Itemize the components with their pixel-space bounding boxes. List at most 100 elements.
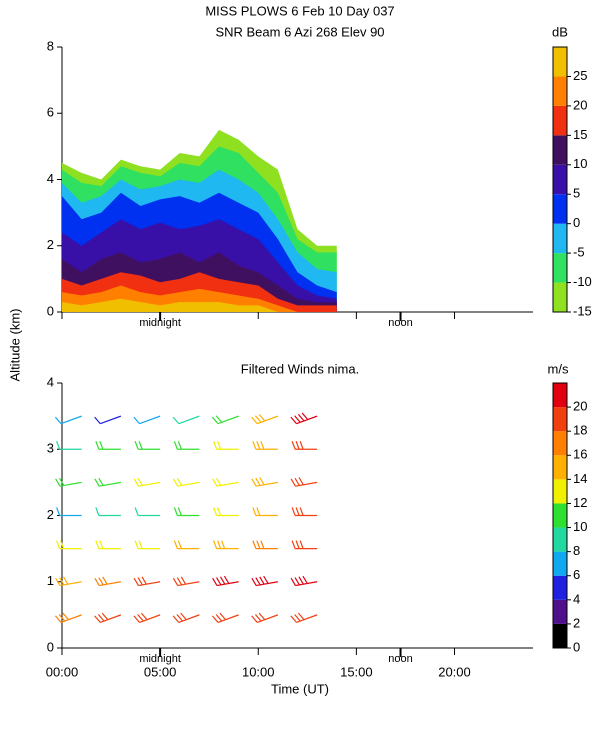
panel-title: Filtered Winds nima. [241, 361, 359, 376]
colorbar-tick-label: 20 [573, 97, 587, 112]
wind-barb [95, 507, 121, 517]
wind-barb [56, 441, 82, 450]
wind-barb [94, 477, 121, 487]
wind-barb [211, 415, 239, 425]
y-tick-label: 2 [47, 237, 54, 252]
colorbar-tick-label: 15 [573, 127, 587, 142]
colorbar-tick-label: 18 [573, 423, 587, 438]
wind-barb [94, 612, 122, 623]
y-tick-label: 6 [47, 105, 54, 120]
y-tick-label: 8 [47, 38, 54, 53]
wind-barb [56, 507, 82, 517]
annotation: noon [388, 653, 412, 665]
wind-barb [291, 540, 318, 550]
colorbar-bin [553, 135, 567, 165]
y-tick-label: 4 [47, 171, 54, 186]
wind-barb [95, 540, 121, 550]
annotation: midnight [139, 317, 181, 329]
wind-barb [134, 507, 161, 517]
wind-barb [213, 441, 239, 450]
colorbar-tick-label: 16 [573, 447, 587, 462]
colorbar-bin [553, 599, 567, 624]
colorbar-bin [553, 194, 567, 224]
wind-barb [94, 576, 121, 587]
colorbar-bin [553, 47, 567, 77]
x-tick-label: 10:00 [242, 664, 275, 679]
wind-barb [173, 540, 200, 550]
wind-barb [212, 477, 239, 487]
colorbar-tick-label: 0 [573, 639, 580, 654]
colorbar-tick-label: -15 [573, 303, 592, 318]
colorbar-bin [553, 407, 567, 432]
colorbar-tick-label: 10 [573, 519, 587, 534]
x-tick-label: 00:00 [46, 664, 79, 679]
wind-barb [133, 576, 161, 587]
colorbar-frame [552, 382, 568, 649]
colorbar-bin [553, 76, 567, 106]
wind-barb [172, 477, 200, 487]
annotation: noon [388, 317, 412, 329]
colorbar-frame [552, 46, 568, 313]
wind-barb [56, 540, 82, 550]
colorbar-bin [553, 527, 567, 552]
title: MISS PLOWS 6 Feb 10 Day 037 [205, 3, 394, 18]
colorbar-tick-label: -10 [573, 274, 592, 289]
wind-barb [173, 507, 200, 517]
x-tick-label: 05:00 [144, 664, 177, 679]
wind-barb [251, 414, 279, 425]
colorbar-tick-label: 25 [573, 68, 587, 83]
wind-barb [133, 477, 161, 487]
wind-barb [54, 612, 82, 623]
wind-barb [251, 612, 279, 623]
wind-barb [172, 612, 200, 623]
wind-barb [212, 575, 239, 587]
wind-barb [291, 507, 318, 517]
wind-barb [290, 477, 318, 487]
annotation: midnight [139, 653, 181, 665]
wind-barb [252, 441, 278, 450]
wind-barb [290, 612, 318, 623]
colorbar-bin [553, 164, 567, 195]
colorbar-bin [553, 503, 567, 528]
colorbar-tick-label: 6 [573, 567, 580, 582]
y-tick-label: 0 [47, 303, 54, 318]
colorbar-tick-label: -5 [573, 245, 585, 260]
colorbar-bin [553, 105, 567, 136]
colorbar-bin [553, 479, 567, 504]
colorbar-tick-label: 14 [573, 471, 587, 486]
snr-contour [62, 298, 337, 312]
subtitle: SNR Beam 6 Azi 268 Elev 90 [215, 24, 384, 39]
x-tick-label: 20:00 [438, 664, 471, 679]
colorbar-bin [553, 455, 567, 480]
wind-barb [252, 540, 278, 550]
wind-barb [55, 576, 82, 587]
wind-barb [173, 441, 200, 450]
wind-barb [290, 575, 318, 587]
colorbar-tick-label: 4 [573, 591, 580, 606]
y-axis-label: Altitude (km) [7, 309, 22, 382]
wind-barb [290, 412, 318, 425]
wind-barb [94, 415, 122, 425]
colorbar-bin [553, 431, 567, 456]
colorbar-label: dB [552, 24, 568, 39]
colorbar-bin [553, 575, 567, 600]
wind-barb [95, 441, 121, 450]
colorbar-tick-label: 2 [573, 615, 580, 630]
wind-barb [291, 441, 318, 450]
wind-barb [172, 576, 200, 587]
colorbar-bin [553, 623, 567, 648]
wind-barb [252, 507, 278, 517]
wind-barb [251, 477, 278, 487]
wind-barb [211, 612, 239, 623]
y-tick-label: 2 [47, 507, 54, 522]
colorbar-tick-label: 5 [573, 186, 580, 201]
wind-barb [133, 612, 161, 623]
wind-barb [133, 415, 161, 425]
wind-barb [213, 507, 239, 517]
wind-barb [55, 477, 82, 487]
wind-barb [172, 415, 200, 425]
wind-barb [213, 540, 239, 550]
colorbar-tick-label: 8 [573, 543, 580, 558]
colorbar-bin [553, 282, 567, 312]
